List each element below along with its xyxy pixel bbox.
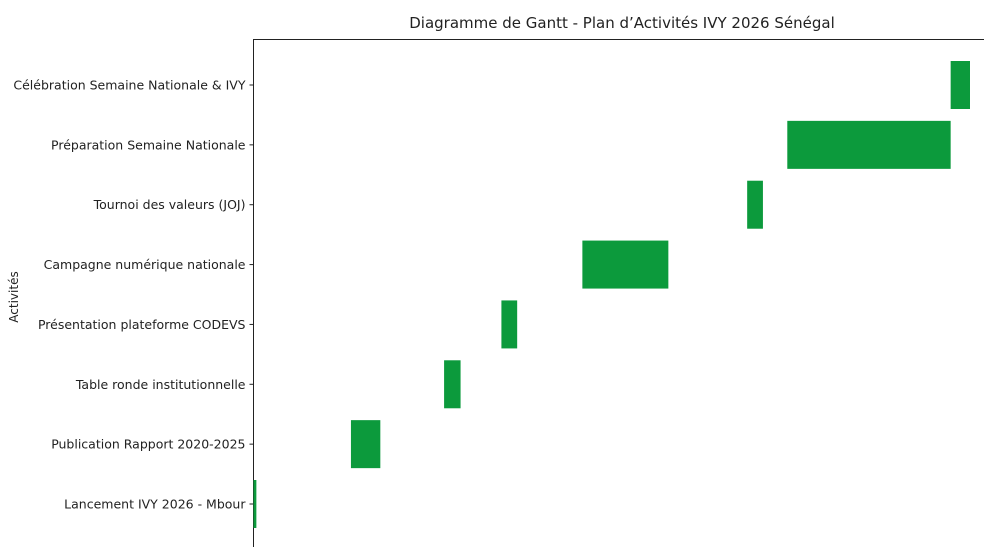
y-tick-label: Célébration Semaine Nationale & IVY bbox=[13, 78, 245, 93]
y-tick-label: Tournoi des valeurs (JOJ) bbox=[93, 197, 246, 212]
gantt-bar bbox=[747, 180, 763, 229]
gantt-bar bbox=[253, 480, 257, 528]
y-tick-label: Table ronde institutionnelle bbox=[75, 377, 246, 392]
y-tick-label: Campagne numérique nationale bbox=[44, 257, 246, 272]
y-tick-label: Préparation Semaine Nationale bbox=[51, 137, 246, 152]
y-tick-label: Lancement IVY 2026 - Mbour bbox=[64, 497, 246, 512]
bars-group bbox=[253, 61, 970, 528]
gantt-bar bbox=[950, 61, 970, 109]
y-ticks-group: Lancement IVY 2026 - Mbour Publication Ra… bbox=[13, 78, 254, 512]
gantt-bar bbox=[787, 120, 951, 169]
chart-title: Diagramme de Gantt - Plan d’Activités IV… bbox=[409, 14, 835, 32]
gantt-bar bbox=[501, 300, 518, 349]
gantt-bar bbox=[350, 420, 381, 469]
gantt-bar bbox=[444, 360, 461, 409]
y-tick-label: Publication Rapport 2020-2025 bbox=[51, 437, 245, 452]
y-axis-label: Activités bbox=[7, 271, 21, 322]
gantt-bar bbox=[582, 240, 669, 289]
y-tick-label: Présentation plateforme CODEVS bbox=[38, 317, 246, 332]
